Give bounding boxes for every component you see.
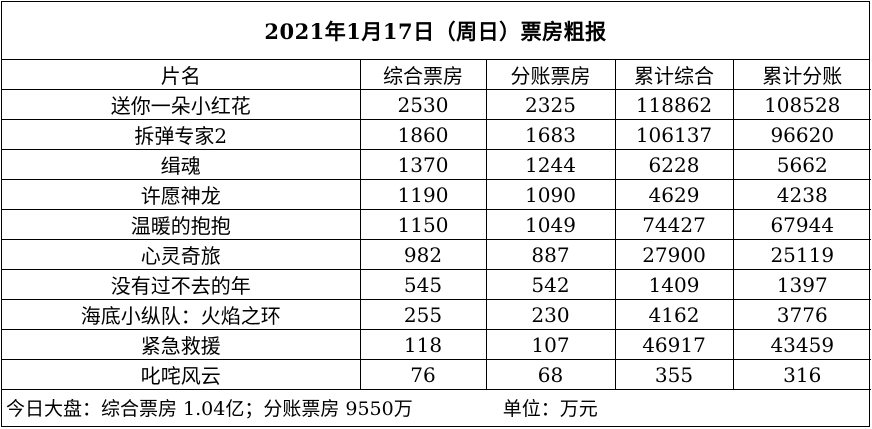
cumulative-split: 316 — [732, 359, 871, 390]
footer: 今日大盘：综合票房 1.04亿；分账票房 9550万 单位：万元 — [2, 390, 869, 425]
cumulative-total: 74427 — [614, 209, 734, 240]
film-name: 海底小纵队：火焰之环 — [2, 299, 361, 330]
total-gross: 1860 — [359, 119, 487, 150]
split-gross: 2325 — [485, 89, 616, 120]
split-gross: 107 — [485, 329, 616, 360]
total-gross: 545 — [359, 269, 487, 300]
table-row: 紧急救援 118 107 46917 43459 — [2, 329, 871, 360]
table-row: 海底小纵队：火焰之环 255 230 4162 3776 — [2, 299, 871, 330]
cumulative-split: 3776 — [732, 299, 871, 330]
total-gross: 255 — [359, 299, 487, 330]
cumulative-split: 25119 — [732, 239, 871, 270]
table-row: 温暖的抱抱 1150 1049 74427 67944 — [2, 209, 871, 240]
table-row: 心灵奇旅 982 887 27900 25119 — [2, 239, 871, 270]
cumulative-split: 5662 — [732, 149, 871, 180]
cumulative-split: 4238 — [732, 179, 871, 210]
table-row: 缉魂 1370 1244 6228 5662 — [2, 149, 871, 180]
film-name: 许愿神龙 — [2, 179, 361, 210]
total-gross: 76 — [359, 359, 487, 390]
cumulative-total: 1409 — [614, 269, 734, 300]
film-name: 没有过不去的年 — [2, 269, 361, 300]
total-gross: 118 — [359, 329, 487, 360]
cumulative-split: 96620 — [732, 119, 871, 150]
split-gross: 1683 — [485, 119, 616, 150]
header-split-gross: 分账票房 — [485, 60, 616, 90]
table-row: 叱咤风云 76 68 355 316 — [2, 359, 871, 390]
film-name: 缉魂 — [2, 149, 361, 180]
header-row: 片名 综合票房 分账票房 累计综合 累计分账 — [2, 60, 871, 90]
film-name: 紧急救援 — [2, 329, 361, 360]
table-row: 许愿神龙 1190 1090 4629 4238 — [2, 179, 871, 210]
total-gross: 1190 — [359, 179, 487, 210]
cumulative-total: 118862 — [614, 89, 734, 120]
cumulative-split: 108528 — [732, 89, 871, 120]
cumulative-split: 67944 — [732, 209, 871, 240]
film-name: 心灵奇旅 — [2, 239, 361, 270]
daily-market-summary: 今日大盘：综合票房 1.04亿；分账票房 9550万 — [6, 398, 413, 420]
cumulative-total: 6228 — [614, 149, 734, 180]
cumulative-split: 43459 — [732, 329, 871, 360]
split-gross: 68 — [485, 359, 616, 390]
cumulative-total: 27900 — [614, 239, 734, 270]
split-gross: 1244 — [485, 149, 616, 180]
film-name: 送你一朵小红花 — [2, 89, 361, 120]
cumulative-total: 4629 — [614, 179, 734, 210]
box-office-table: 片名 综合票房 分账票房 累计综合 累计分账 送你一朵小红花 2530 2325… — [2, 60, 871, 390]
cumulative-split: 1397 — [732, 269, 871, 300]
split-gross: 887 — [485, 239, 616, 270]
table-row: 送你一朵小红花 2530 2325 118862 108528 — [2, 89, 871, 120]
total-gross: 982 — [359, 239, 487, 270]
cumulative-total: 4162 — [614, 299, 734, 330]
split-gross: 1049 — [485, 209, 616, 240]
total-gross: 1150 — [359, 209, 487, 240]
header-film-name: 片名 — [2, 60, 361, 90]
split-gross: 1090 — [485, 179, 616, 210]
film-name: 叱咤风云 — [2, 359, 361, 390]
table-row: 没有过不去的年 545 542 1409 1397 — [2, 269, 871, 300]
split-gross: 230 — [485, 299, 616, 330]
header-total-gross: 综合票房 — [359, 60, 487, 90]
film-name: 拆弹专家2 — [2, 119, 361, 150]
split-gross: 542 — [485, 269, 616, 300]
total-gross: 2530 — [359, 89, 487, 120]
header-cumulative-split: 累计分账 — [732, 60, 871, 90]
cumulative-total: 46917 — [614, 329, 734, 360]
film-name: 温暖的抱抱 — [2, 209, 361, 240]
cumulative-total: 106137 — [614, 119, 734, 150]
table-row: 拆弹专家2 1860 1683 106137 96620 — [2, 119, 871, 150]
unit-note: 单位：万元 — [502, 398, 598, 420]
report-title: 2021年1月17日（周日）票房粗报 — [2, 2, 869, 60]
header-cumulative-total: 累计综合 — [614, 60, 734, 90]
cumulative-total: 355 — [614, 359, 734, 390]
total-gross: 1370 — [359, 149, 487, 180]
